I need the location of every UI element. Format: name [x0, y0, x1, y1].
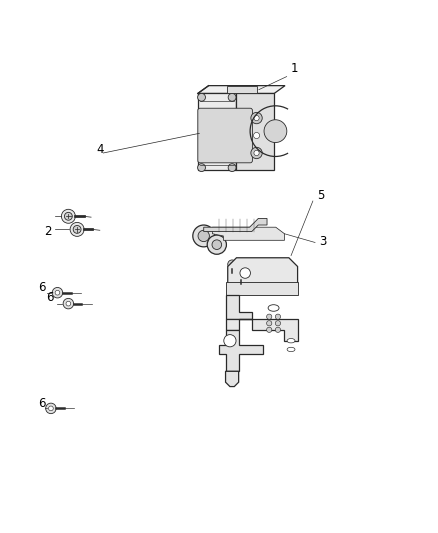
Circle shape: [212, 240, 222, 249]
Polygon shape: [219, 330, 263, 372]
Text: 1: 1: [291, 62, 299, 75]
Circle shape: [237, 271, 245, 280]
Circle shape: [198, 164, 205, 172]
Circle shape: [267, 327, 272, 333]
Circle shape: [66, 301, 71, 306]
Ellipse shape: [268, 305, 279, 311]
Ellipse shape: [287, 348, 295, 352]
Polygon shape: [228, 258, 297, 293]
Circle shape: [239, 273, 243, 277]
Circle shape: [276, 314, 281, 319]
Polygon shape: [226, 319, 297, 341]
Circle shape: [267, 321, 272, 326]
Circle shape: [207, 235, 226, 254]
Circle shape: [264, 120, 287, 142]
Circle shape: [46, 403, 56, 414]
Circle shape: [230, 263, 234, 266]
Polygon shape: [226, 372, 239, 386]
Circle shape: [228, 260, 237, 269]
Text: 6: 6: [46, 292, 53, 304]
Polygon shape: [236, 93, 274, 170]
Circle shape: [251, 112, 262, 124]
Circle shape: [228, 93, 236, 101]
Text: 2: 2: [44, 225, 52, 238]
Circle shape: [49, 406, 53, 411]
Circle shape: [61, 209, 75, 223]
Circle shape: [240, 268, 251, 278]
Text: 6: 6: [38, 397, 45, 410]
FancyBboxPatch shape: [226, 282, 297, 295]
Polygon shape: [198, 86, 285, 93]
Circle shape: [254, 133, 260, 139]
Circle shape: [63, 298, 74, 309]
Circle shape: [64, 212, 72, 220]
Circle shape: [276, 321, 281, 326]
Circle shape: [198, 93, 205, 101]
Ellipse shape: [287, 338, 295, 343]
Circle shape: [73, 225, 81, 233]
Circle shape: [70, 222, 84, 236]
Circle shape: [198, 230, 209, 241]
Circle shape: [251, 147, 262, 159]
Circle shape: [267, 314, 272, 319]
Polygon shape: [212, 227, 285, 240]
Circle shape: [254, 150, 259, 156]
Circle shape: [254, 116, 259, 120]
Text: 6: 6: [38, 280, 45, 294]
FancyBboxPatch shape: [226, 86, 257, 93]
Circle shape: [55, 290, 60, 295]
Text: 5: 5: [317, 189, 325, 202]
Polygon shape: [204, 219, 267, 231]
Circle shape: [276, 327, 281, 333]
Text: 3: 3: [319, 235, 327, 248]
Circle shape: [52, 287, 63, 298]
FancyBboxPatch shape: [198, 108, 252, 163]
Circle shape: [224, 335, 236, 347]
Circle shape: [193, 225, 215, 247]
Circle shape: [228, 164, 236, 172]
Polygon shape: [198, 93, 236, 170]
Polygon shape: [226, 295, 252, 319]
Text: 4: 4: [97, 143, 104, 156]
